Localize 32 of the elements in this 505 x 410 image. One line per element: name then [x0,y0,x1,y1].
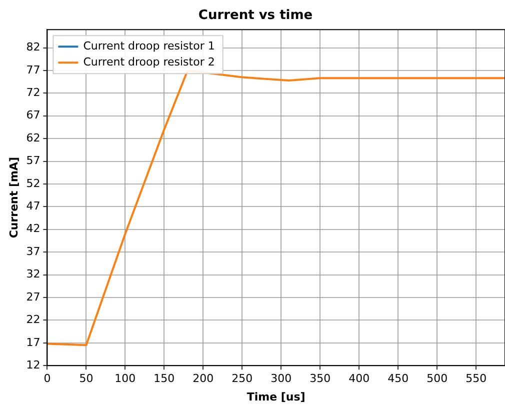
y-tick-label: 52 [26,176,40,190]
y-tick-label: 67 [26,108,40,122]
y-tick-label: 12 [26,358,40,372]
chart-title: Current vs time [198,8,313,24]
x-tick-label: 400 [348,372,370,386]
y-tick-label: 27 [26,290,40,304]
x-tick-label: 50 [79,372,94,386]
x-tick-label: 250 [232,372,253,386]
x-tick-label: 100 [114,372,136,386]
y-tick-label: 57 [26,154,40,168]
x-tick-label: 450 [388,372,409,386]
x-tick-label: 350 [310,372,331,386]
y-tick-label: 32 [26,268,40,281]
y-tick-label: 37 [26,244,40,258]
y-tick-label: 22 [26,313,40,326]
x-tick-label: 200 [192,372,214,386]
y-tick-label: 42 [26,222,40,236]
x-tick-label: 550 [466,372,487,386]
y-axis-title: Current [mA] [7,157,20,238]
y-tick-label: 17 [26,336,40,349]
legend-label: Current droop resistor 1 [83,39,215,52]
y-tick-label: 62 [26,131,40,144]
x-tick-label: 150 [154,372,175,386]
x-axis-title: Time [us] [246,390,306,404]
y-tick-label: 82 [26,40,40,54]
x-tick-label: 0 [44,372,51,386]
y-tick-label: 72 [26,86,40,100]
y-tick-label: 77 [26,63,40,76]
x-tick-label: 300 [270,372,292,386]
y-tick-label: 47 [26,200,40,213]
x-tick-label: 500 [426,372,448,386]
legend-label: Current droop resistor 2 [83,55,215,68]
